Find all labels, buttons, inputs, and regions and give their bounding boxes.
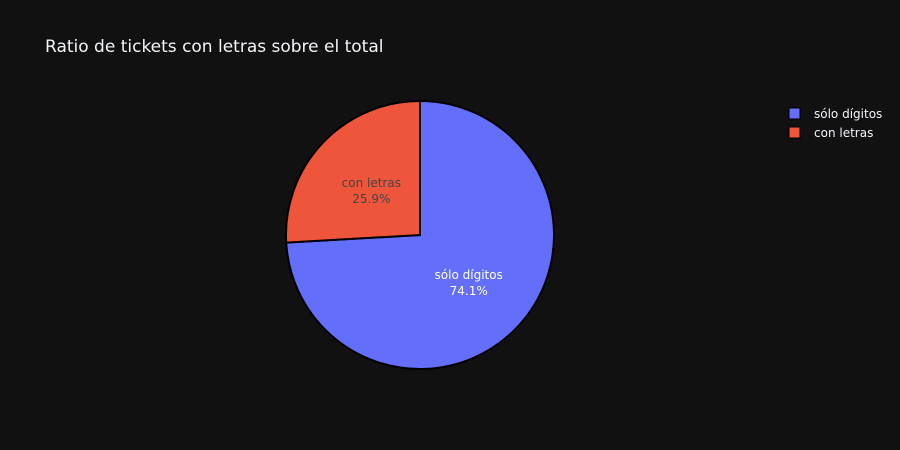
slice-label-value-0: 74.1% bbox=[450, 284, 488, 298]
pie-slice-1[interactable] bbox=[285, 99, 421, 244]
slice-label-category-0: sólo dígitos bbox=[435, 268, 503, 282]
legend-swatch-0[interactable] bbox=[788, 107, 801, 120]
chart-title: Ratio de tickets con letras sobre el tot… bbox=[45, 37, 384, 57]
legend: sólo dígitos con letras bbox=[788, 107, 882, 140]
legend-label-0[interactable]: sólo dígitos bbox=[814, 107, 882, 121]
slice-label-category-1: con letras bbox=[342, 176, 401, 190]
slice-label-value-1: 25.9% bbox=[352, 192, 390, 206]
pie-slice-labels: sólo dígitos 74.1% con letras 25.9% bbox=[342, 176, 503, 298]
legend-label-1[interactable]: con letras bbox=[814, 126, 873, 140]
pie-slices bbox=[285, 99, 555, 370]
legend-swatch-1[interactable] bbox=[788, 126, 801, 139]
